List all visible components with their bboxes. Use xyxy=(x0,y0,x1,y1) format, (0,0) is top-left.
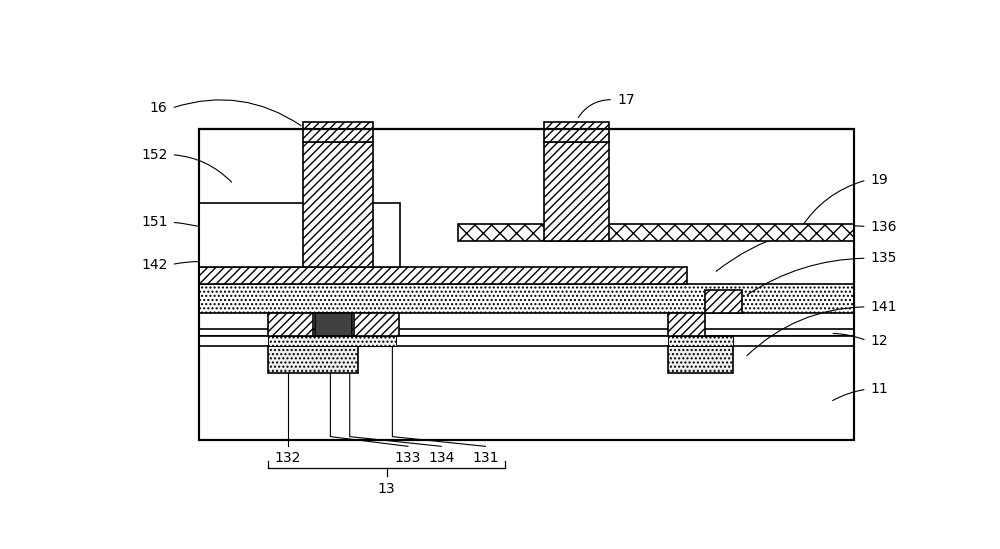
Text: 19: 19 xyxy=(871,173,888,187)
Text: 13: 13 xyxy=(378,482,395,496)
Text: 133: 133 xyxy=(395,451,421,464)
Bar xyxy=(199,284,854,313)
Bar xyxy=(199,267,687,284)
Bar xyxy=(315,313,352,337)
Text: 131: 131 xyxy=(472,451,499,464)
Bar xyxy=(303,122,373,142)
Bar xyxy=(458,225,854,242)
Bar xyxy=(303,142,373,267)
Text: 132: 132 xyxy=(275,451,301,464)
Bar xyxy=(668,313,705,337)
Bar xyxy=(354,313,399,337)
Text: 152: 152 xyxy=(141,148,168,161)
Text: 151: 151 xyxy=(141,215,168,229)
Text: 134: 134 xyxy=(428,451,454,464)
Text: 12: 12 xyxy=(871,334,888,348)
Bar xyxy=(268,313,313,337)
Bar xyxy=(199,129,854,440)
Bar xyxy=(668,337,733,346)
Bar xyxy=(199,337,854,346)
Text: 135: 135 xyxy=(871,251,897,265)
Text: 136: 136 xyxy=(871,220,897,233)
Text: 142: 142 xyxy=(141,257,168,272)
Text: 16: 16 xyxy=(150,101,168,115)
Bar xyxy=(705,290,742,313)
Bar xyxy=(199,329,854,337)
Bar xyxy=(199,203,400,267)
Bar xyxy=(544,142,609,242)
Text: 11: 11 xyxy=(871,382,888,396)
Bar xyxy=(544,122,609,142)
Bar xyxy=(199,129,854,440)
Text: 17: 17 xyxy=(617,93,635,107)
Bar xyxy=(268,337,396,346)
Text: 141: 141 xyxy=(871,300,897,314)
Bar xyxy=(268,346,358,373)
Bar xyxy=(668,346,733,373)
